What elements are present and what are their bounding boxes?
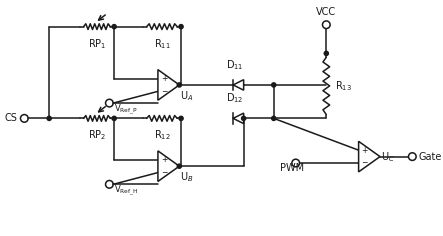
Text: CS: CS bbox=[5, 113, 18, 123]
Circle shape bbox=[241, 116, 246, 121]
Text: −: − bbox=[161, 168, 167, 177]
Circle shape bbox=[272, 83, 276, 87]
Text: D$_{11}$: D$_{11}$ bbox=[226, 58, 243, 72]
Text: RP$_2$: RP$_2$ bbox=[88, 128, 106, 142]
Text: VCC: VCC bbox=[316, 7, 336, 17]
Circle shape bbox=[272, 116, 276, 121]
Text: U$_C$: U$_C$ bbox=[381, 150, 395, 164]
Polygon shape bbox=[358, 141, 380, 172]
Circle shape bbox=[179, 25, 183, 29]
Text: −: − bbox=[161, 87, 167, 96]
Text: RP$_1$: RP$_1$ bbox=[88, 37, 106, 51]
Text: +: + bbox=[161, 155, 167, 164]
Text: V$_{\mathrm{Ref\_H}}$: V$_{\mathrm{Ref\_H}}$ bbox=[114, 184, 139, 198]
Text: D$_{12}$: D$_{12}$ bbox=[226, 91, 243, 105]
Text: R$_{11}$: R$_{11}$ bbox=[154, 37, 171, 51]
Polygon shape bbox=[158, 70, 179, 100]
Circle shape bbox=[112, 25, 116, 29]
Circle shape bbox=[179, 116, 183, 121]
Circle shape bbox=[112, 116, 116, 121]
Text: Gate: Gate bbox=[418, 152, 441, 162]
Polygon shape bbox=[233, 80, 244, 90]
Text: +: + bbox=[361, 146, 368, 155]
Text: U$_A$: U$_A$ bbox=[180, 89, 194, 103]
Text: +: + bbox=[161, 74, 167, 83]
Circle shape bbox=[47, 116, 51, 121]
Text: PWM: PWM bbox=[280, 163, 304, 173]
Polygon shape bbox=[233, 113, 244, 124]
Text: −: − bbox=[361, 159, 368, 168]
Circle shape bbox=[324, 51, 328, 55]
Polygon shape bbox=[158, 151, 179, 181]
Text: R$_{12}$: R$_{12}$ bbox=[154, 128, 170, 142]
Circle shape bbox=[177, 164, 182, 168]
Text: R$_{13}$: R$_{13}$ bbox=[335, 79, 352, 93]
Text: V$_{\mathrm{Ref\_P}}$: V$_{\mathrm{Ref\_P}}$ bbox=[114, 102, 138, 117]
Circle shape bbox=[177, 83, 182, 87]
Text: U$_B$: U$_B$ bbox=[180, 170, 194, 184]
